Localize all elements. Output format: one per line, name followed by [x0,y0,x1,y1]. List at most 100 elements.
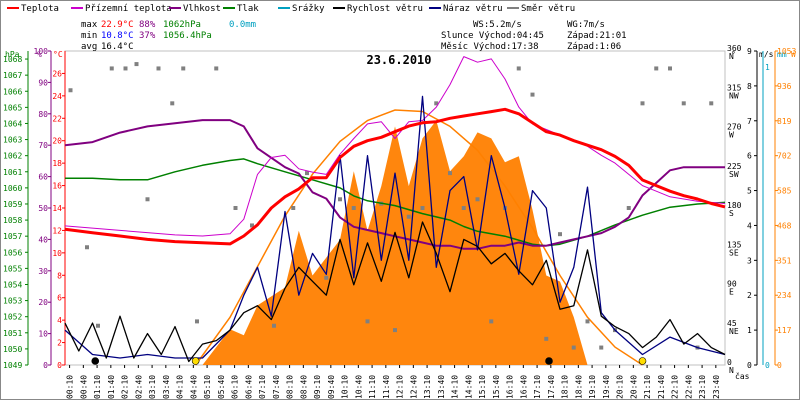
wind-direction-mark [181,66,186,71]
legend-label: Vlhkost [183,4,221,14]
wind-direction-mark [156,66,161,71]
time-tick-label: 04:40 [189,375,198,399]
solar-tick-label: 819 [777,117,792,126]
legend-label: Rychlost větru [347,4,423,14]
wind-direction-mark [233,206,238,210]
temperature-tick-label: 24 [52,92,62,101]
wind-direction-mark [461,206,466,210]
time-tick-label: 00:40 [79,375,88,399]
speed-tick-label: 0 [747,361,752,370]
temperature-tick-label: 18 [52,159,62,168]
direction-tick-name: NE [729,327,739,336]
solar-tick-label: 702 [777,152,792,161]
stat-rain: 0.0mm [229,20,256,30]
temperature-tick-label: 6 [57,294,62,303]
wind-direction-mark [681,101,686,106]
time-tick-label: 07:40 [272,375,281,399]
solar-tick-label: 468 [777,221,792,230]
time-tick-label: 04:10 [176,375,185,399]
time-tick-label: 22:40 [684,375,693,399]
time-tick-label: 10:40 [354,375,363,399]
time-tick-label: 20:10 [616,375,625,399]
pressure-tick-label: 1068 [3,55,22,64]
time-tick-label: 15:10 [478,375,487,399]
wind-direction-mark [475,197,480,202]
time-tick-label: 08:10 [286,375,295,399]
rain-tick-label: 1 [765,63,770,72]
time-tick-label: 02:40 [134,375,143,399]
wind-direction-mark [85,245,89,250]
time-tick-label: 16:10 [506,375,515,399]
axis-unit-mm: mm [777,50,787,59]
theoretical-radiation-line [194,109,643,366]
humidity-tick-label: 60 [38,173,48,182]
direction-tick-name: W [729,131,734,140]
stat-avg-temp: 16.4°C [101,42,134,52]
temperature-tick-label: 12 [52,226,62,235]
pressure-tick-label: 1062 [3,152,22,161]
time-tick-label: 23:10 [698,375,707,399]
speed-tick-label: 4 [747,221,752,230]
direction-tick-name: SW [729,170,739,179]
series-line-vlhkost [64,119,725,250]
wind-direction-mark [489,319,494,324]
solar-tick-label: 351 [777,256,792,265]
speed-tick-label: 8 [747,82,752,91]
wind-direction-mark [626,206,631,210]
legend-label: Přízemní teplota [85,4,172,14]
pressure-tick-label: 1067 [3,71,22,80]
speed-tick-label: 7 [747,117,752,126]
legend-label: Teplota [21,4,59,14]
wind-direction-mark [530,92,535,97]
humidity-tick-label: 100 [34,47,49,56]
time-tick-label: 15:40 [492,375,501,399]
wind-direction-mark [585,319,590,324]
direction-tick-label: 0 [727,358,732,367]
stat-label: min [81,31,97,41]
wind-direction-mark [448,171,452,176]
time-tick-label: 11:40 [382,375,391,399]
time-tick-label: 12:10 [396,375,405,399]
pressure-tick-label: 1049 [3,361,22,370]
pressure-tick-label: 1050 [3,345,22,354]
time-tick-label: 16:40 [519,375,528,399]
direction-tick-label: 90 [727,280,737,289]
speed-tick-label: 2 [747,291,752,300]
wind-direction-mark [123,66,128,71]
wind-direction-mark [96,323,100,328]
time-tick-label: 21:10 [643,375,652,399]
wind-direction-mark [544,336,549,341]
series-line-n-raz-v-tru [64,95,726,359]
series-line-teplota [64,107,726,246]
speed-tick-label: 1 [747,326,752,335]
axis-unit-percent: % [37,50,42,59]
pressure-tick-label: 1059 [3,200,22,209]
time-tick-label: 18:40 [574,375,583,399]
pressure-tick-label: 1052 [3,313,22,322]
axis-unit-hpa: hPa [5,50,20,59]
direction-tick-name: E [729,288,734,297]
time-tick-label: 01:10 [93,375,102,399]
solar-tick-label: 0 [777,361,782,370]
axis-unit-ms: m/s [759,50,774,59]
legend-label: Tlak [237,4,259,14]
wind-direction-mark [214,66,219,71]
time-tick-label: 17:10 [533,375,542,399]
marker-sunrise [191,357,200,365]
humidity-tick-label: 0 [43,361,48,370]
pressure-tick-label: 1051 [3,329,22,338]
pressure-tick-label: 1053 [3,297,22,306]
time-tick-label: 09:10 [313,375,322,399]
temperature-tick-label: 8 [57,271,62,280]
time-tick-label: 22:10 [671,375,680,399]
stat-min-temp: 10.8°C [101,31,134,41]
wind-direction-mark [571,345,576,350]
time-tick-label: 10:10 [341,375,350,399]
direction-tick-label: 225 [727,162,742,171]
wind-direction-mark [305,171,309,176]
pressure-tick-label: 1058 [3,216,22,225]
temperature-tick-label: 20 [52,137,62,146]
time-tick-label: 05:10 [203,375,212,399]
